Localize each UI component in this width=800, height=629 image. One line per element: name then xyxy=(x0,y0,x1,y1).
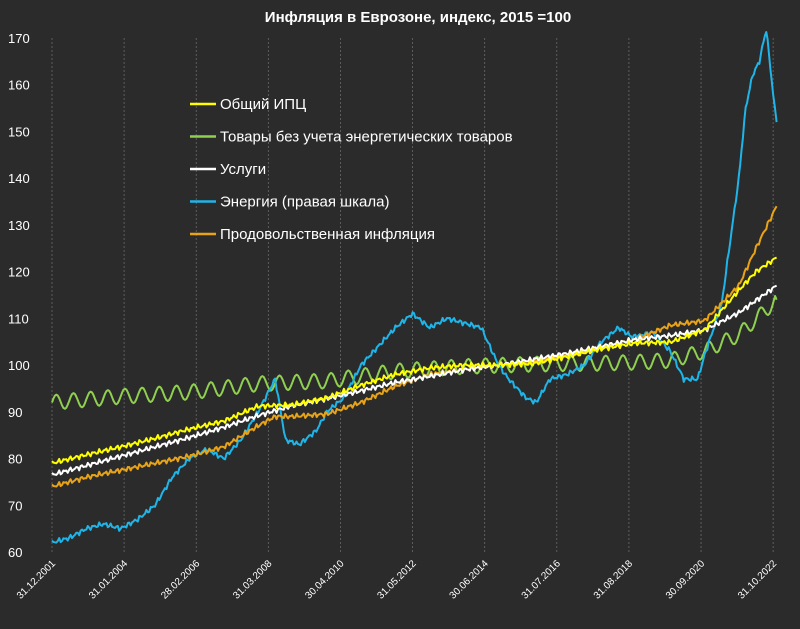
series-line xyxy=(51,295,778,410)
y-tick-label: 160 xyxy=(8,78,30,93)
chart-series xyxy=(51,31,778,544)
y-tick-label: 140 xyxy=(8,171,30,186)
chart-title: Инфляция в Еврозоне, индекс, 2015 =100 xyxy=(265,9,571,26)
legend-label: Энергия (правая шкала) xyxy=(220,194,389,211)
y-tick-label: 150 xyxy=(8,124,30,139)
legend-label: Услуги xyxy=(220,161,266,178)
y-tick-label: 60 xyxy=(8,545,22,560)
y-tick-label: 100 xyxy=(8,358,30,373)
chart-grid xyxy=(51,38,774,552)
legend-label: Общий ИПЦ xyxy=(220,96,306,113)
chart-legend: Общий ИПЦ Товары без учета энергетических… xyxy=(190,96,513,243)
y-tick-label: 110 xyxy=(8,311,29,326)
y-tick-label: 90 xyxy=(8,405,22,420)
legend-label: Товары без учета энергетических товаров xyxy=(220,129,513,146)
y-tick-label: 120 xyxy=(8,265,30,280)
series-line xyxy=(51,284,778,476)
y-axis: 60 70 80 90 100 110 120 130 140 150 160 170 xyxy=(8,31,30,560)
y-tick-label: 80 xyxy=(8,452,22,467)
y-tick-label: 170 xyxy=(8,31,30,46)
series-line xyxy=(51,256,777,465)
y-tick-label: 130 xyxy=(8,218,30,233)
y-tick-label: 70 xyxy=(8,498,22,513)
legend-label: Продовольственная инфляция xyxy=(220,226,435,243)
